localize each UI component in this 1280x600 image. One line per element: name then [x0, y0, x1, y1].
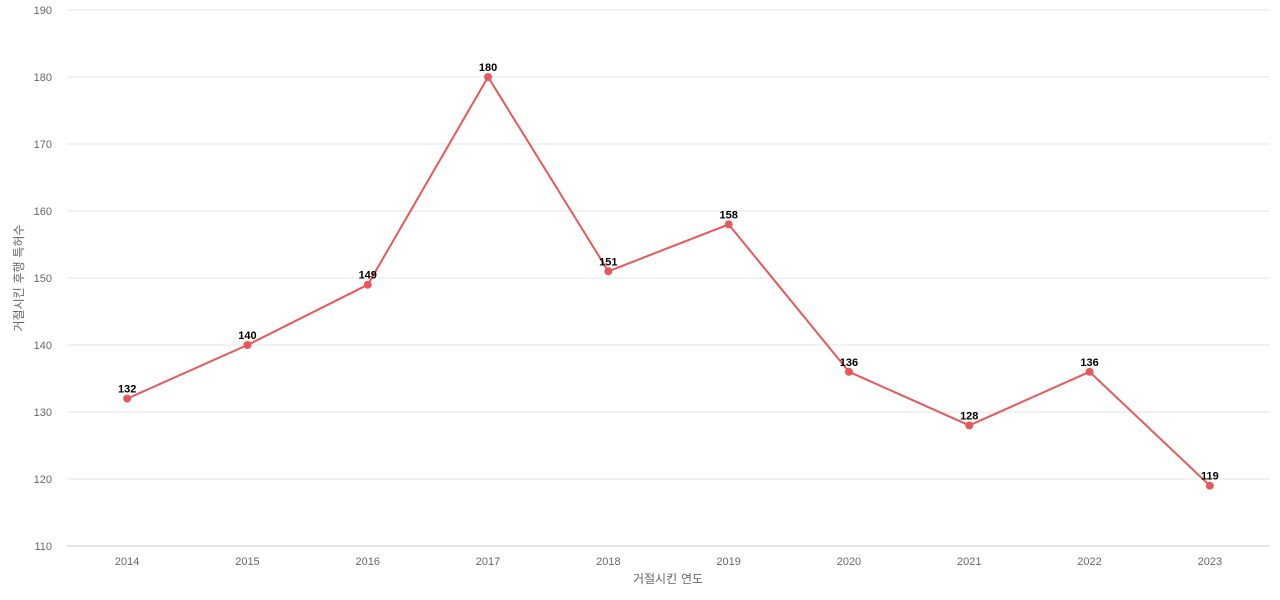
data-label: 180 [479, 62, 497, 74]
y-axis-ticks: 110 120 130 140 150 160 170 180 190 [34, 5, 52, 553]
x-tick-label: 2017 [476, 556, 500, 568]
y-tick-label: 180 [34, 72, 52, 84]
x-tick-label: 2016 [356, 556, 380, 568]
x-tick-label: 2015 [235, 556, 259, 568]
data-label-layer: 132 140 149 180 151 158 136 128 136 119 [118, 62, 1219, 483]
grid-layer [67, 9, 1270, 547]
x-tick-label: 2014 [115, 556, 139, 568]
data-label: 128 [960, 410, 978, 422]
data-label: 132 [118, 384, 136, 396]
data-label: 151 [599, 256, 617, 268]
x-tick-label: 2022 [1077, 556, 1101, 568]
series-layer [123, 73, 1214, 490]
data-label: 119 [1201, 471, 1219, 483]
y-axis-title: 거절시킨 후행 특허수 [11, 225, 26, 332]
data-point[interactable] [484, 73, 493, 81]
data-label: 136 [840, 357, 858, 369]
data-point[interactable] [1085, 367, 1094, 376]
y-tick-label: 110 [34, 541, 52, 553]
y-tick-label: 170 [34, 139, 52, 151]
data-point[interactable] [363, 280, 372, 289]
data-point[interactable] [965, 421, 974, 430]
x-axis-title: 거절시킨 연도 [633, 572, 703, 586]
data-label: 158 [719, 209, 737, 221]
x-tick-label: 2018 [596, 556, 620, 568]
x-tick-label: 2020 [837, 556, 861, 568]
data-label: 149 [359, 270, 377, 282]
x-tick-label: 2019 [716, 556, 740, 568]
y-tick-label: 130 [34, 407, 52, 419]
data-point[interactable] [844, 367, 853, 376]
y-tick-label: 190 [34, 5, 52, 17]
data-point[interactable] [604, 267, 613, 276]
data-point[interactable] [123, 394, 132, 403]
x-tick-label: 2023 [1198, 556, 1222, 568]
series-line [126, 76, 1211, 487]
x-axis-ticks: 2014 2015 2016 2017 2018 2019 2020 2021 2022 2023 [115, 556, 1222, 568]
data-point[interactable] [243, 341, 252, 349]
data-point[interactable] [1205, 481, 1214, 490]
y-tick-label: 160 [34, 206, 52, 218]
y-tick-label: 120 [34, 474, 52, 486]
y-tick-label: 140 [34, 340, 52, 352]
x-tick-label: 2021 [957, 556, 981, 568]
y-tick-label: 150 [34, 273, 52, 285]
data-label: 140 [238, 330, 256, 342]
data-label: 136 [1080, 357, 1098, 369]
data-point[interactable] [724, 220, 733, 229]
